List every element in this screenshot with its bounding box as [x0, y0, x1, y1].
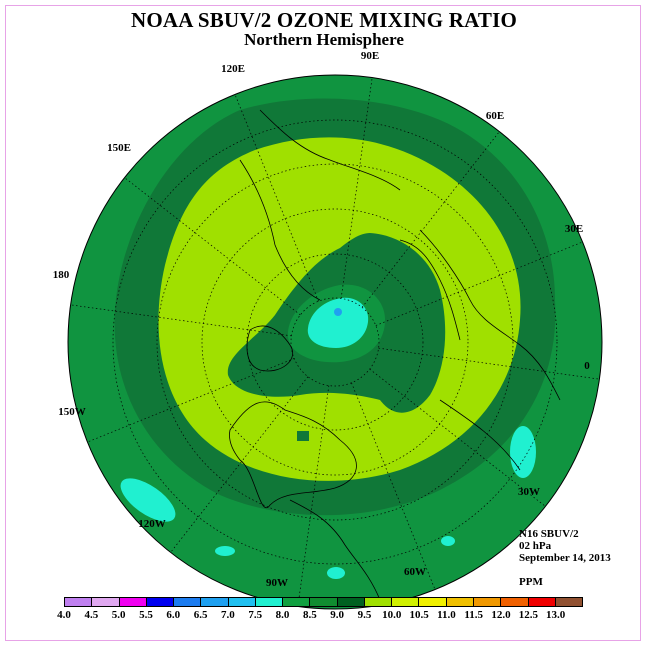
map-subtitle: Northern Hemisphere [244, 30, 404, 49]
lon-label-150w: 150W [58, 406, 86, 418]
legend-tick-label: 10.5 [409, 609, 429, 621]
legend-swatch [65, 598, 93, 606]
ozone-field [68, 75, 602, 609]
legend-tick-label: 7.5 [248, 609, 263, 621]
lon-label-30e: 30E [564, 223, 584, 235]
legend-tick-label: 8.0 [275, 609, 290, 621]
legend-tick-label: 13.0 [546, 609, 566, 621]
pressure-level-label: 02 hPa [519, 540, 552, 552]
meridian-line [369, 368, 546, 507]
legend-swatch [473, 598, 502, 606]
legend-swatch [501, 598, 529, 606]
legend-tick-label: 6.0 [166, 609, 181, 621]
legend-tick-label: 11.0 [437, 609, 456, 621]
lon-label-30w: 30W [518, 486, 540, 498]
lon-label-150e: 150E [107, 142, 131, 154]
cyan-patch-south-1 [215, 546, 235, 556]
legend-tick-label: 8.5 [302, 609, 317, 621]
meridian-line [70, 304, 292, 337]
lon-label-180: 180 [52, 269, 70, 281]
color-legend-bar [64, 597, 583, 607]
meridian-line [124, 177, 301, 316]
legend-swatch [310, 598, 338, 606]
cyan-patch-south-3 [441, 536, 455, 546]
legend-swatch [283, 598, 311, 606]
map-boundary [67, 74, 603, 610]
cyan-patch-west [120, 478, 176, 522]
lon-label-90e: 90E [360, 50, 380, 62]
cyan-patch-east [510, 426, 536, 478]
meridian-line [351, 382, 436, 590]
legend-tick-label: 5.0 [111, 609, 126, 621]
legend-tick-label: 12.5 [518, 609, 538, 621]
legend-swatch [364, 598, 393, 606]
legend-swatch [119, 598, 147, 606]
legend-swatch [228, 598, 256, 606]
meridian-line [87, 358, 295, 443]
lon-label-120e: 120E [221, 63, 245, 75]
legend-swatch [92, 598, 120, 606]
legend-swatch [201, 598, 229, 606]
polar-cyan-region [307, 297, 369, 348]
meridian-line [170, 376, 309, 553]
polar-blue-spot [334, 308, 342, 316]
lon-label-120w: 120W [138, 518, 166, 530]
units-label: PPM [519, 576, 543, 588]
dark-green-spot [297, 431, 309, 441]
legend-swatch [337, 598, 365, 606]
legend-swatch [419, 598, 447, 606]
meridian-line [378, 347, 600, 380]
map-title: NOAA SBUV/2 OZONE MIXING RATIO [131, 8, 517, 32]
legend-swatch [255, 598, 284, 606]
lon-label-90w: 90W [266, 577, 288, 589]
legend-tick-label: 5.5 [139, 609, 153, 621]
legend-tick-label: 9.5 [357, 609, 372, 621]
legend-swatch [392, 598, 420, 606]
lon-label-60e: 60E [485, 110, 505, 122]
legend-swatch [528, 598, 556, 606]
cyan-patch-south-2 [327, 567, 345, 579]
legend-swatch [174, 598, 202, 606]
date-label: September 14, 2013 [519, 552, 611, 564]
legend-tick-label: 9.0 [330, 609, 345, 621]
instrument-label: N16 SBUV/2 [519, 528, 579, 540]
graticule [70, 77, 600, 607]
meridian-line [234, 94, 319, 302]
legend-swatch [555, 598, 583, 606]
meridian-line [297, 385, 330, 607]
legend-swatch [146, 598, 175, 606]
lon-label-60w: 60W [404, 566, 426, 578]
legend-swatch [446, 598, 474, 606]
figure-frame [5, 5, 641, 641]
legend-tick-label: 4.0 [57, 609, 71, 621]
legend-tick-label: 6.5 [193, 609, 208, 621]
legend-tick-label: 10.0 [382, 609, 402, 621]
legend-tick-label: 7.0 [221, 609, 235, 621]
meridian-line [375, 241, 583, 326]
legend-tick-label: 12.0 [491, 609, 511, 621]
meridian-line [340, 77, 373, 299]
legend-tick-label: 11.5 [464, 609, 484, 621]
lon-label-0: 0 [584, 360, 590, 372]
legend-tick-label: 4.5 [84, 609, 99, 621]
meridian-line [361, 131, 500, 308]
